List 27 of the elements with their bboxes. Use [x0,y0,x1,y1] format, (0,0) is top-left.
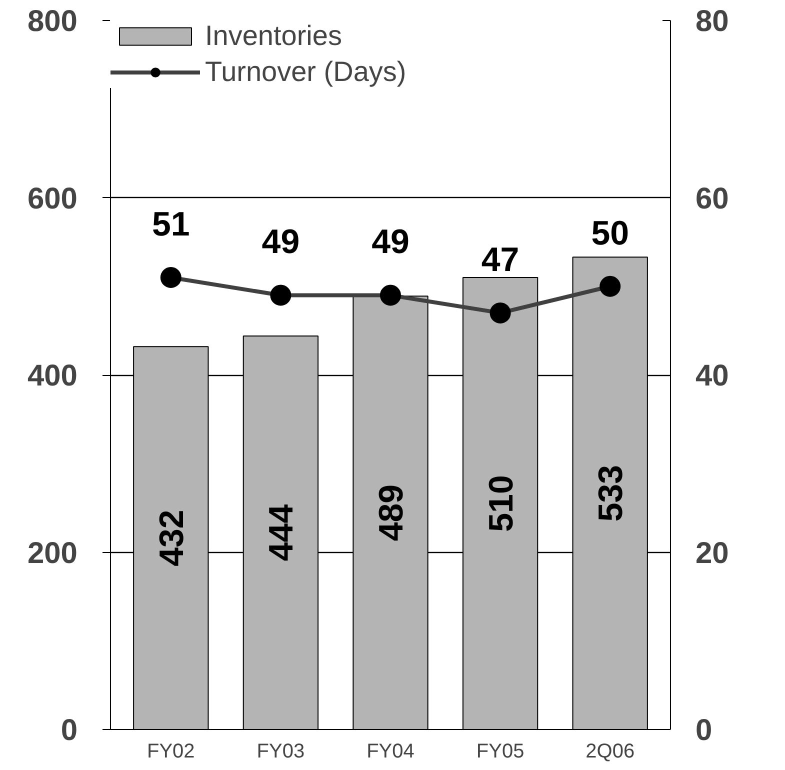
legend-label: Inventories [205,20,342,52]
y2-tick-label: 0 [696,714,712,747]
legend-label: Turnover (Days) [205,56,406,88]
data-label: 444 [262,504,301,562]
x-tick-label: FY04 [366,740,414,762]
y-tick-label: 800 [27,5,78,38]
data-label: 489 [372,484,410,542]
x-tick-label: FY03 [256,740,305,762]
x-tick-label: FY05 [476,740,524,762]
data-label: 49 [262,223,300,262]
data-label: 49 [372,223,410,262]
data-label: 47 [481,240,520,279]
data-label: 533 [592,464,630,522]
data-label: 51 [152,206,190,244]
data-label: 432 [152,510,191,566]
data-label: 510 [482,475,520,532]
y-tick-label: 600 [27,182,78,216]
x-tick-label: FY02 [146,740,195,762]
x-tick-label: 2Q06 [586,740,635,762]
data-label: 50 [591,214,630,252]
y-tick-label: 0 [60,714,78,747]
y2-tick-label: 60 [696,182,729,216]
y-tick-label: 200 [27,536,78,570]
y2-tick-label: 40 [696,360,729,392]
y2-tick-label: 20 [696,536,729,570]
y-tick-label: 400 [27,360,78,392]
y2-tick-label: 80 [696,5,729,38]
